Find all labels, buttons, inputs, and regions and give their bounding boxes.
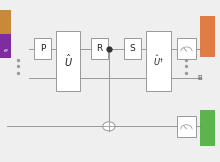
Text: B: B [198,75,203,81]
Bar [177,38,196,59]
Bar [0,10,11,58]
Circle shape [103,122,115,131]
Bar [200,16,214,57]
Bar [56,31,80,91]
Text: R: R [96,44,103,53]
Bar [0,34,11,58]
Text: P: P [40,44,45,53]
Text: $\hat{U}$: $\hat{U}$ [64,53,73,69]
Bar [177,116,196,137]
Text: $\hat{U}^{\dagger}$: $\hat{U}^{\dagger}$ [153,53,164,68]
Bar [124,38,141,59]
Text: S: S [130,44,136,53]
Bar [34,38,51,59]
Bar [200,110,214,146]
Text: e: e [3,48,7,53]
Bar [91,38,108,59]
Bar [146,31,170,91]
